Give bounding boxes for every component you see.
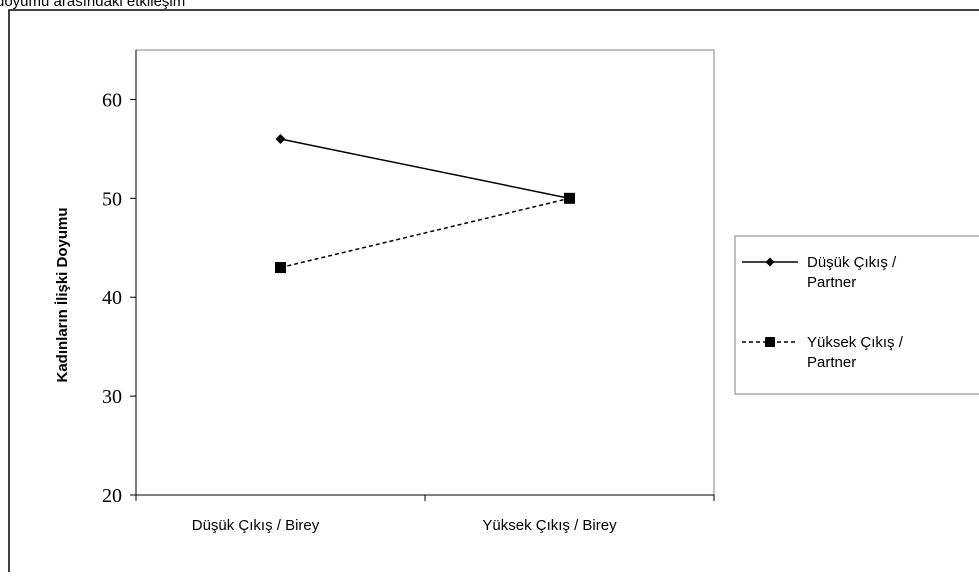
- y-tick-label: 20: [102, 485, 122, 507]
- legend-label: Partner: [807, 354, 856, 371]
- y-tick-label: 50: [102, 188, 122, 210]
- legend-item-1: Düşük Çıkış / Partner: [742, 254, 897, 291]
- x-category-label: Düşük Çıkış / Birey: [192, 517, 320, 534]
- legend-label: Yüksek Çıkış /: [807, 334, 904, 351]
- series-line: [280, 197, 570, 269]
- y-tick-label: 60: [102, 89, 122, 111]
- y-axis-ticks: 20 30 40 50 60: [102, 89, 136, 507]
- square-marker: [564, 192, 575, 204]
- y-axis-label: Kadınların İlişki Doyumu: [54, 207, 71, 382]
- series-1: [275, 134, 575, 204]
- x-category-label: Yüksek Çıkış / Birey: [482, 517, 617, 534]
- header-fragment: doyumu arasındaki etkileşim: [0, 0, 185, 10]
- plot-area: [135, 49, 715, 496]
- square-marker: [765, 337, 775, 347]
- diamond-marker: [275, 134, 286, 144]
- diamond-marker: [765, 257, 775, 267]
- x-axis-ticks: Düşük Çıkış / Birey Yüksek Çıkış / Birey: [135, 495, 715, 534]
- figure-frame: [8, 9, 979, 577]
- legend-label: Düşük Çıkış /: [807, 254, 897, 271]
- series-layer: [275, 134, 575, 274]
- series-line: [280, 138, 570, 200]
- legend-item-2: Yüksek Çıkış / Partner: [742, 334, 904, 371]
- legend-label: Partner: [807, 274, 856, 291]
- y-tick-label: 40: [102, 287, 122, 309]
- series-2: [275, 192, 575, 274]
- legend: Düşük Çıkış / Partner Yüksek Çıkış / Partne…: [734, 235, 979, 395]
- square-marker: [275, 262, 286, 274]
- legend-items: Düşük Çıkış / Partner Yüksek Çıkış / Partne…: [742, 254, 904, 371]
- y-tick-label: 30: [102, 386, 122, 408]
